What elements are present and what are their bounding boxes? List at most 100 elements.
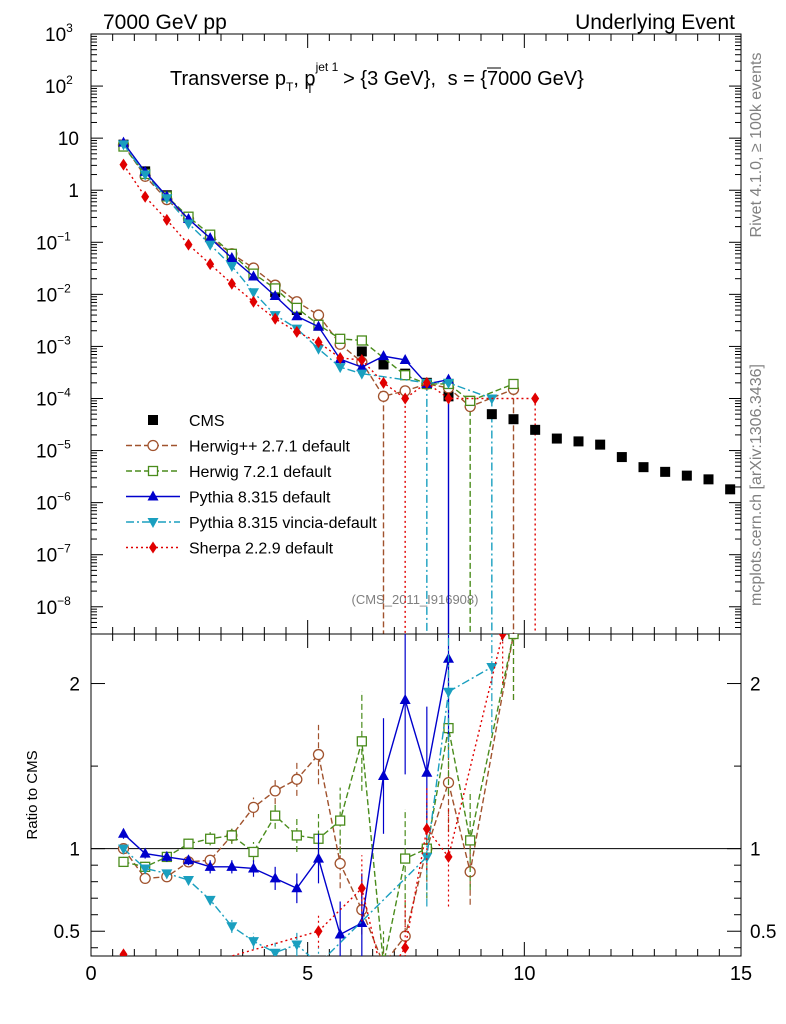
legend-marker-sherpa-2-2-9-default <box>149 541 157 554</box>
point-cms <box>378 359 389 370</box>
ratio-point-sherpa-2-2-9-default <box>357 882 366 895</box>
series-line-sherpa-2-2-9-default <box>122 164 536 400</box>
ratio-point-pythia-8-315-default <box>161 850 173 861</box>
ratio-y-tick-label: 1 <box>69 840 80 861</box>
point-sherpa-2-2-9-default <box>162 213 171 226</box>
ratio-point-herwig-7-2-1-default <box>508 634 519 640</box>
point-pythia-8-315-vincia-default <box>139 170 151 181</box>
point-pythia-8-315-vincia-default <box>183 219 194 230</box>
ratio-point-pythia-8-315-default <box>248 862 259 873</box>
point-cms <box>638 462 649 473</box>
main-y-tick-label: 10−1 <box>36 229 71 254</box>
point-pythia-8-315-vincia-default <box>486 394 498 405</box>
ratio-point-herwig-2-7-1-default <box>247 801 260 814</box>
point-pythia-8-315-vincia-default <box>118 140 129 151</box>
ratio-point-sherpa-2-2-9-default <box>380 975 388 987</box>
point-pythia-8-315-default <box>248 270 259 281</box>
point-sherpa-2-2-9-default <box>119 158 128 171</box>
point-pythia-8-315-vincia-default <box>248 288 259 299</box>
legend-marker-herwig-7-2-1-default <box>147 465 159 477</box>
ratio-point-pythia-8-315-vincia-default <box>139 864 151 875</box>
ratio-point-herwig-7-2-1-default <box>248 846 259 858</box>
ratio-y-axis-label: Ratio to CMS <box>24 750 41 839</box>
ratio-point-herwig-2-7-1-default <box>139 872 151 885</box>
main-y-tick-label: 103 <box>45 21 73 46</box>
point-cms <box>725 484 736 495</box>
point-pythia-8-315-default <box>269 289 281 300</box>
x-tick-label: 5 <box>302 963 313 985</box>
ratio-point-herwig-2-7-1-default <box>291 773 303 785</box>
legend-label-cms: CMS <box>189 413 225 430</box>
point-sherpa-2-2-9-default <box>357 353 366 366</box>
ratio-series-layer <box>117 634 520 987</box>
ratio-point-pythia-8-315-vincia-default <box>161 869 173 880</box>
point-cms <box>486 409 497 420</box>
legend-marker-herwig-2-7-1-default <box>147 439 159 452</box>
ratio-point-sherpa-2-2-9-default <box>401 941 410 954</box>
point-cms <box>681 470 692 481</box>
series-line-pythia-8-315-default <box>122 142 449 385</box>
point-sherpa-2-2-9-default <box>336 351 345 364</box>
main-y-tick-label: 10−5 <box>36 438 71 463</box>
legend-label-sherpa-2-2-9-default: Sherpa 2.2.9 default <box>189 541 334 558</box>
ratio-point-pythia-8-315-default <box>356 916 368 927</box>
ratio-point-herwig-2-7-1-default <box>379 959 389 969</box>
ratio-point-pythia-8-315-vincia-default <box>313 960 324 970</box>
x-tick-label: 10 <box>513 963 535 985</box>
point-cms <box>703 474 714 485</box>
point-herwig-7-2-1-default <box>465 395 476 407</box>
ratio-point-herwig-7-2-1-default <box>379 960 388 969</box>
ratio-point-pythia-8-315-default <box>269 872 281 883</box>
ratio-line-pythia-8-315-vincia-default <box>123 666 493 956</box>
ratio-axes: 0.5 0.5 1 1 2 2 0 5 10 15 <box>54 633 776 985</box>
ratio-point-herwig-7-2-1-default <box>356 736 367 747</box>
ratio-point-herwig-7-2-1-default <box>118 856 129 868</box>
ratio-point-pythia-8-315-default <box>399 694 411 705</box>
legend: CMS Herwig++ 2.7.1 default Herwig 7.2.1 de… <box>126 413 377 558</box>
point-pythia-8-315-default <box>204 232 216 243</box>
series-line-pythia-8-315-vincia-default <box>122 143 493 400</box>
series-line-herwig-2-7-1-default <box>122 144 514 408</box>
point-herwig-7-2-1-default <box>400 370 411 381</box>
point-sherpa-2-2-9-default <box>314 336 323 349</box>
point-herwig-7-2-1-default <box>356 335 367 346</box>
point-pythia-8-315-vincia-default <box>356 369 368 380</box>
point-sherpa-2-2-9-default <box>292 325 301 338</box>
point-pythia-8-315-vincia-default <box>313 344 324 355</box>
ratio-point-pythia-8-315-vincia-default <box>204 895 216 906</box>
point-pythia-8-315-default <box>291 310 303 321</box>
ratio-point-pythia-8-315-default <box>183 854 194 865</box>
point-cms <box>551 433 562 444</box>
point-herwig-2-7-1-default <box>312 309 325 321</box>
ratio-point-pythia-8-315-vincia-default <box>486 663 498 674</box>
legend-label-pythia-8-315-vincia-default: Pythia 8.315 vincia-default <box>189 515 377 532</box>
ratio-point-sherpa-2-2-9-default <box>444 850 453 863</box>
point-pythia-8-315-vincia-default <box>161 194 173 205</box>
ratio-point-pythia-8-315-vincia-default <box>248 937 259 948</box>
ratio-point-herwig-7-2-1-default <box>291 830 302 841</box>
ratio-y-tick-label-right: 0.5 <box>750 922 776 943</box>
ratio-point-herwig-7-2-1-default <box>400 853 411 864</box>
ratio-y-tick-label-right: 2 <box>750 675 761 696</box>
main-y-tick-label: 10−4 <box>36 385 71 410</box>
ratio-point-herwig-2-7-1-default <box>269 785 281 797</box>
point-sherpa-2-2-9-default <box>401 392 410 405</box>
legend-marker-pythia-8-315-vincia-default <box>147 518 159 528</box>
point-cms <box>356 346 367 357</box>
header-left: 7000 GeV pp <box>103 11 227 34</box>
point-pythia-8-315-default <box>313 320 324 331</box>
point-herwig-2-7-1-default <box>377 390 390 402</box>
ratio-y-tick-label: 2 <box>69 675 80 696</box>
ratio-point-pythia-8-315-default <box>118 827 129 838</box>
analysis-id-label: (CMS_2011_I916908) <box>352 592 479 607</box>
point-sherpa-2-2-9-default <box>249 295 258 308</box>
point-pythia-8-315-vincia-default <box>443 378 454 389</box>
ratio-plot-frame <box>90 633 742 957</box>
point-pythia-8-315-vincia-default <box>226 262 238 273</box>
legend-marker-pythia-8-315-default <box>147 490 159 501</box>
point-sherpa-2-2-9-default <box>379 376 388 389</box>
point-sherpa-2-2-9-default <box>184 238 193 251</box>
main-y-tick-label: 10−8 <box>36 594 71 619</box>
main-series-layer <box>117 136 736 634</box>
